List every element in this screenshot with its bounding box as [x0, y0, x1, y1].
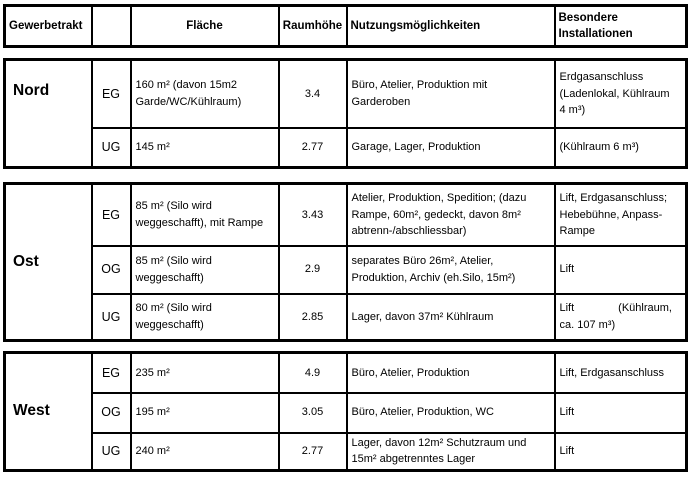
table-row: UG 80 m² (Silo wird weggeschafft) 2.85 L…	[5, 292, 688, 342]
west-ug-floor-cell: UG	[90, 431, 132, 471]
section-label-nord: Nord	[3, 58, 93, 169]
ost-ug-nutzung-cell: Lager, davon 37m² Kühlraum	[345, 292, 556, 342]
nord-ug-floor-cell: UG	[90, 126, 132, 169]
nord-eg-flaeche-cell: 160 m² (davon 15m2 Garde/WC/Kühlraum)	[129, 58, 280, 129]
nord-eg-nutzung-cell: Büro, Atelier, Produktion mit Garderoben	[345, 58, 556, 129]
ost-og-floor-cell: OG	[90, 244, 132, 295]
ost-eg-installationen-cell: Lift, Erdgasanschluss; Hebebühne, Anpass…	[553, 182, 688, 247]
ost-eg-nutzung-cell: Atelier, Produktion, Spedition; (dazu Ra…	[345, 182, 556, 247]
header-raumhoehe: Raumhöhe	[277, 4, 348, 48]
west-ug-installationen-cell: Lift	[553, 431, 688, 471]
nord-ug-nutzung-cell: Garage, Lager, Produktion	[345, 126, 556, 169]
west-og-flaeche-cell: 195 m²	[129, 391, 280, 434]
ost-eg-raumhoehe-cell: 3.43	[277, 182, 348, 247]
section-label-west: West	[3, 351, 93, 471]
west-ug-raumhoehe-cell: 2.77	[277, 431, 348, 471]
nord-ug-installationen-cell: (Kühlraum 6 m³)	[553, 126, 688, 169]
west-eg-nutzung-cell: Büro, Atelier, Produktion	[345, 351, 556, 394]
header-installationen: Besondere Installationen	[553, 4, 688, 48]
table-row: West EG 235 m² 4.9 Büro, Atelier, Produk…	[3, 351, 688, 471]
nord-eg-installationen-cell: Erdgasanschluss (Ladenlokal, Kühlraum 4 …	[553, 58, 688, 129]
header-table: Gewerbetrakt Fläche Raumhöhe Nutzungsmög…	[3, 4, 688, 48]
header-nutzung: Nutzungsmöglichkeiten	[345, 4, 556, 48]
table-row: UG 145 m² 2.77 Garage, Lager, Produktion…	[5, 126, 688, 169]
ost-og-nutzung-cell: separates Büro 26m², Atelier, Produktion…	[345, 244, 556, 295]
nord-eg-floor-cell: EG	[90, 58, 132, 129]
table-row: UG 240 m² 2.77 Lager, davon 12m² Schutzr…	[5, 431, 688, 471]
section-label-ost: Ost	[3, 182, 93, 342]
ost-eg-flaeche-cell: 85 m² (Silo wird weggeschafft), mit Ramp…	[129, 182, 280, 247]
west-eg-installationen-cell: Lift, Erdgasanschluss	[553, 351, 688, 394]
table-row: OG 85 m² (Silo wird weggeschafft) 2.9 se…	[5, 244, 688, 295]
ost-section-table: Ost EG 85 m² (Silo wird weggeschafft), m…	[3, 182, 688, 342]
document-page: Gewerbetrakt Fläche Raumhöhe Nutzungsmög…	[3, 4, 688, 472]
header-flaeche: Fläche	[129, 4, 280, 48]
nord-ug-flaeche-cell: 145 m²	[129, 126, 280, 169]
ost-ug-flaeche-cell: 80 m² (Silo wird weggeschafft)	[129, 292, 280, 342]
header-row: Gewerbetrakt Fläche Raumhöhe Nutzungsmög…	[3, 4, 688, 48]
ost-ug-installationen-cell: Lift (Kühlraum, ca. 107 m³)	[553, 292, 688, 342]
west-eg-floor-cell: EG	[90, 351, 132, 394]
header-floor	[90, 4, 132, 48]
ost-ug-floor-cell: UG	[90, 292, 132, 342]
table-row: Nord EG 160 m² (davon 15m2 Garde/WC/Kühl…	[3, 58, 688, 169]
nord-ug-raumhoehe-cell: 2.77	[277, 126, 348, 169]
header-gewerbetrakt: Gewerbetrakt	[3, 4, 93, 48]
west-ug-flaeche-cell: 240 m²	[129, 431, 280, 471]
nord-section-table: Nord EG 160 m² (davon 15m2 Garde/WC/Kühl…	[3, 58, 688, 169]
west-eg-raumhoehe-cell: 4.9	[277, 351, 348, 394]
ost-og-installationen-cell: Lift	[553, 244, 688, 295]
ost-ug-raumhoehe-cell: 2.85	[277, 292, 348, 342]
west-og-installationen-cell: Lift	[553, 391, 688, 434]
west-section-table: West EG 235 m² 4.9 Büro, Atelier, Produk…	[3, 351, 688, 472]
ost-og-flaeche-cell: 85 m² (Silo wird weggeschafft)	[129, 244, 280, 295]
nord-eg-raumhoehe-cell: 3.4	[277, 58, 348, 129]
west-ug-nutzung-cell: Lager, davon 12m² Schutzraum und 15m² ab…	[345, 431, 556, 471]
table-row: Ost EG 85 m² (Silo wird weggeschafft), m…	[3, 182, 688, 342]
west-eg-flaeche-cell: 235 m²	[129, 351, 280, 394]
ost-og-raumhoehe-cell: 2.9	[277, 244, 348, 295]
west-og-raumhoehe-cell: 3.05	[277, 391, 348, 434]
table-row: OG 195 m² 3.05 Büro, Atelier, Produktion…	[5, 391, 688, 434]
ost-eg-floor-cell: EG	[90, 182, 132, 247]
west-og-floor-cell: OG	[90, 391, 132, 434]
west-og-nutzung-cell: Büro, Atelier, Produktion, WC	[345, 391, 556, 434]
